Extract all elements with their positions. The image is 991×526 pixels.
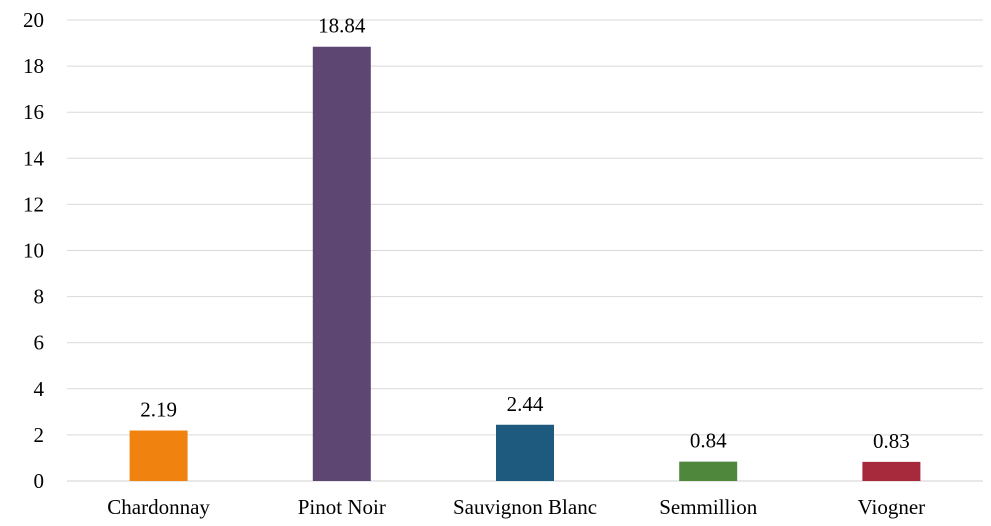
- bar-sauvignon-blanc: [496, 424, 554, 481]
- data-labels: 2.19 18.84 2.44 0.84 0.83: [140, 14, 910, 453]
- bar-chardonnay: [129, 430, 188, 481]
- data-label: 0.83: [873, 429, 910, 453]
- y-tick-label: 12: [23, 192, 44, 216]
- data-label: 0.84: [690, 429, 727, 453]
- x-category-label: Viogner: [858, 495, 926, 519]
- y-tick-label: 16: [23, 100, 44, 124]
- y-axis-tick-labels: 0 2 4 6 8 10 12 14 16 18 20: [23, 8, 45, 493]
- y-tick-label: 4: [34, 377, 45, 401]
- x-category-label: Chardonnay: [107, 495, 210, 519]
- gridlines: [67, 19, 983, 482]
- x-category-label: Semmillion: [659, 495, 758, 519]
- y-tick-label: 18: [23, 54, 44, 78]
- x-category-label: Pinot Noir: [298, 495, 386, 519]
- bar-semmillion: [679, 461, 738, 481]
- data-label: 2.19: [140, 398, 177, 422]
- y-tick-label: 14: [23, 146, 45, 170]
- y-tick-label: 20: [23, 8, 44, 32]
- y-tick-label: 8: [34, 285, 45, 309]
- x-category-label: Sauvignon Blanc: [453, 495, 597, 519]
- bar-viogner: [862, 461, 921, 481]
- x-axis-category-labels: Chardonnay Pinot Noir Sauvignon Blanc Semmi…: [107, 495, 925, 519]
- bar-pinot-noir: [312, 46, 371, 481]
- bars: [129, 46, 921, 481]
- y-tick-label: 6: [34, 331, 45, 355]
- y-tick-label: 2: [34, 423, 45, 447]
- y-tick-label: 10: [23, 239, 44, 263]
- data-label: 18.84: [318, 14, 366, 38]
- y-tick-label: 0: [34, 469, 45, 493]
- data-label: 2.44: [507, 392, 544, 416]
